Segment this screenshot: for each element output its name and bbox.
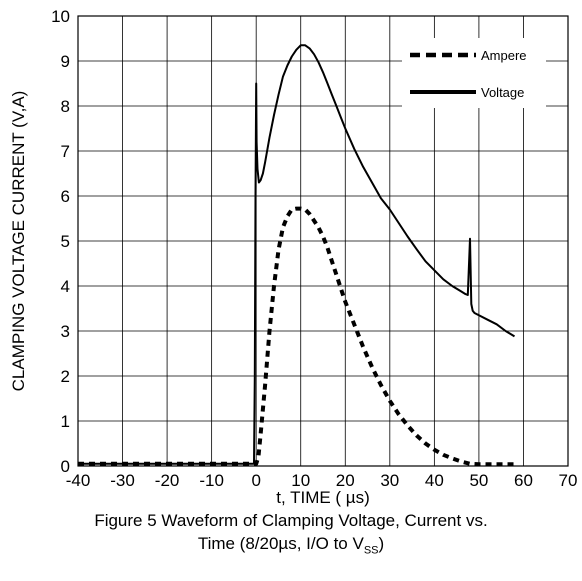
x-axis-label: t, TIME ( µs)	[276, 488, 370, 507]
x-tick-label: -40	[66, 471, 91, 490]
legend-box	[402, 38, 546, 108]
y-tick-label: 9	[61, 52, 70, 71]
caption-text: Time (8/20µs, I/O to V	[197, 534, 364, 553]
y-tick-label: 8	[61, 97, 70, 116]
x-tick-label: -10	[199, 471, 224, 490]
legend-label-ampere: Ampere	[481, 48, 527, 63]
figure-caption-line-2: Time (8/20µs, I/O to VSS)	[0, 533, 582, 561]
y-tick-label: 1	[61, 412, 70, 431]
x-tick-label: 50	[469, 471, 488, 490]
series-voltage-line	[78, 44, 516, 465]
y-tick-label: 6	[61, 187, 70, 206]
x-tick-label: 10	[291, 471, 310, 490]
caption-suffix: )	[378, 534, 385, 553]
x-tick-label: 30	[380, 471, 399, 490]
y-tick-label: 0	[61, 457, 70, 476]
legend: Ampere Voltage	[402, 38, 546, 108]
y-tick-label: 3	[61, 322, 70, 341]
y-tick-label: 10	[51, 7, 70, 26]
x-tick-label: 40	[425, 471, 444, 490]
chart: -40 -30 -20 -10 0 10 20 30 40 50 60 70012345678910 …	[9, 7, 577, 507]
caption-subscript: SS	[363, 544, 379, 557]
x-tick-label: 60	[514, 471, 533, 490]
series-ampere-line	[78, 206, 515, 467]
series-layer	[78, 44, 516, 467]
x-tick-label: -20	[155, 471, 180, 490]
y-tick-label: 7	[61, 142, 70, 161]
y-axis-label: CLAMPING VOLTAGE CURRENT (V,A)	[9, 91, 28, 392]
x-tick-label: -30	[110, 471, 135, 490]
y-tick-label: 5	[61, 232, 70, 251]
tick-labels: -40 -30 -20 -10 0 10 20 30 40 50 60 70 0 1 2 3 4 5 6 7 8 9 10	[51, 7, 577, 490]
legend-label-voltage: Voltage	[481, 85, 524, 100]
figure-caption-line-1: Figure 5 Waveform of Clamping Voltage, C…	[94, 511, 488, 530]
x-tick-label: 20	[336, 471, 355, 490]
y-tick-label: 2	[61, 367, 70, 386]
x-tick-label: 0	[251, 471, 260, 490]
y-tick-label: 4	[61, 277, 70, 296]
plot-frame	[77, 15, 569, 467]
x-tick-label: 70	[559, 471, 578, 490]
